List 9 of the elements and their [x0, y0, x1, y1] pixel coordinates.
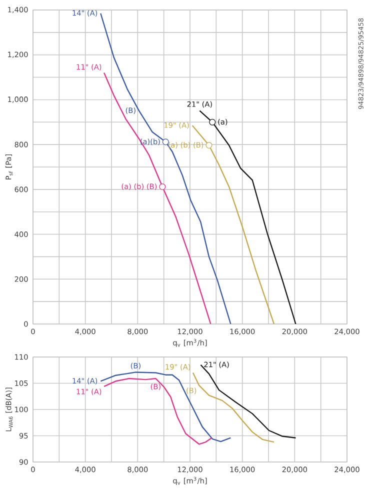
line-series: [100, 372, 232, 442]
point: [159, 183, 166, 190]
line-series: [103, 72, 212, 325]
line-series: [103, 378, 212, 445]
line-series: [100, 12, 232, 325]
point: [209, 118, 216, 126]
point: [162, 138, 169, 146]
point: [206, 142, 212, 149]
line-series: [192, 124, 275, 325]
